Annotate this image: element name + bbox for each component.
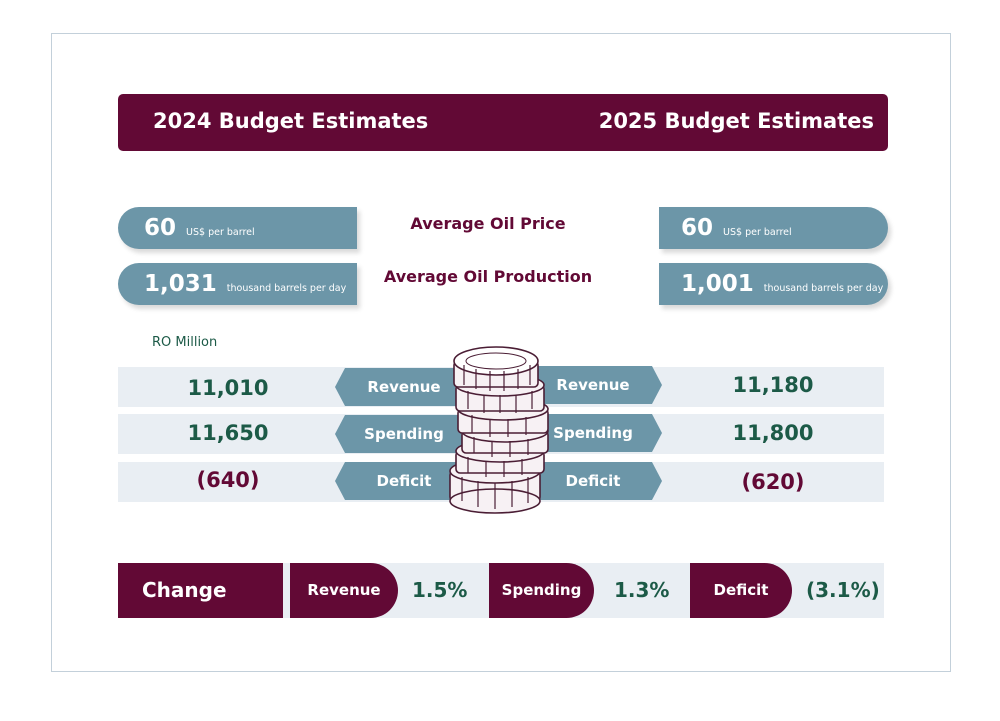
change-revenue-value: 1.5% — [412, 578, 468, 602]
change-deficit-tag: Deficit — [690, 563, 792, 618]
oil-price-2025-unit: US$ per barrel — [723, 227, 792, 238]
oil-production-2024: 1,031 thousand barrels per day — [118, 263, 357, 305]
oil-price-label: Average Oil Price — [410, 214, 566, 233]
oil-price-2024: 60 US$ per barrel — [118, 207, 357, 249]
coin-stack-icon — [449, 346, 549, 514]
oil-production-2025-unit: thousand barrels per day — [763, 283, 884, 294]
header-2024-title: 2024 Budget Estimates — [153, 109, 429, 133]
change-title: Change — [118, 563, 283, 618]
deficit-2024-tag: Deficit — [335, 462, 467, 500]
deficit-2025-tag: Deficit — [530, 462, 662, 500]
deficit-2025-value: (620) — [741, 470, 805, 494]
oil-price-2024-value: 60 — [144, 215, 177, 241]
change-deficit-value: (3.1%) — [806, 578, 880, 602]
spending-2024-value: 11,650 — [187, 421, 269, 445]
header-2025-title: 2025 Budget Estimates — [598, 109, 874, 133]
change-spending-tag: Spending — [489, 563, 594, 618]
oil-production-2025: 1,001 thousand barrels per day — [659, 263, 888, 305]
oil-price-2025: 60 US$ per barrel — [659, 207, 888, 249]
revenue-2024-value: 11,010 — [187, 376, 269, 400]
oil-production-2025-value: 1,001 — [681, 271, 754, 297]
units-label: RO Million — [152, 335, 218, 350]
change-spending-value: 1.3% — [614, 578, 670, 602]
spending-2024-tag: Spending — [335, 415, 467, 453]
oil-production-label: Average Oil Production — [383, 267, 593, 286]
revenue-2025-value: 11,180 — [732, 373, 814, 397]
revenue-2025-tag: Revenue — [530, 366, 662, 404]
oil-production-2024-unit: thousand barrels per day — [226, 283, 347, 294]
header-bar: 2024 Budget Estimates 2025 Budget Estima… — [118, 94, 888, 151]
oil-price-2025-value: 60 — [681, 215, 714, 241]
revenue-2024-tag: Revenue — [335, 368, 467, 406]
oil-production-2024-value: 1,031 — [144, 271, 217, 297]
spending-2025-value: 11,800 — [732, 421, 814, 445]
deficit-2024-value: (640) — [196, 468, 260, 492]
spending-2025-tag: Spending — [530, 414, 662, 452]
oil-price-2024-unit: US$ per barrel — [186, 227, 255, 238]
change-revenue-tag: Revenue — [290, 563, 398, 618]
